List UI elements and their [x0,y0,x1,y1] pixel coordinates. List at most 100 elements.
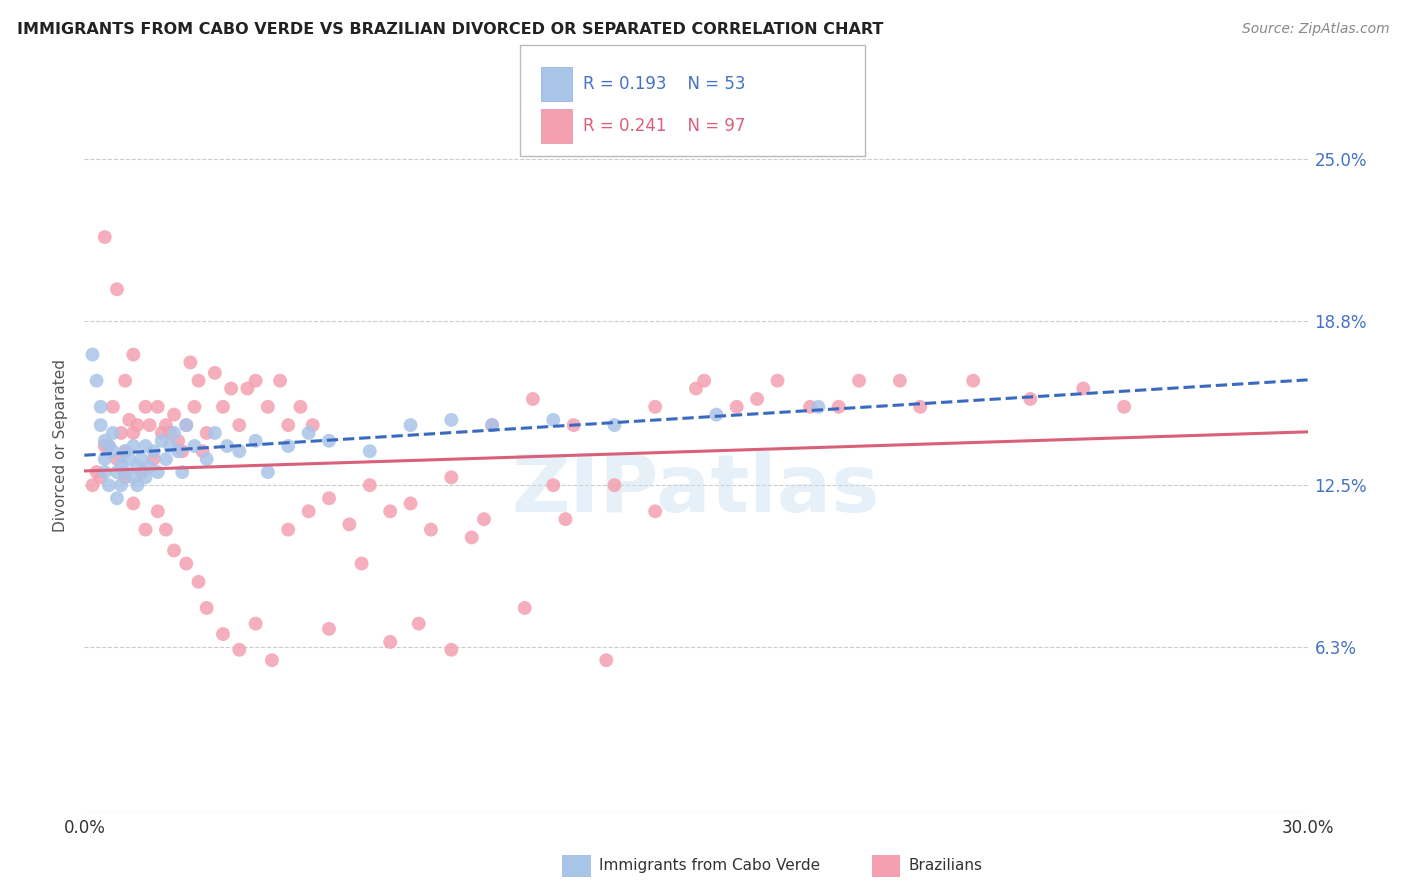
Point [260,653,283,667]
Point [195,452,218,467]
Point [105,491,128,506]
Point [257,400,280,414]
Point [163,543,186,558]
Point [86,465,108,479]
Point [257,465,280,479]
Point [399,496,422,510]
Point [399,418,422,433]
Point [118,413,141,427]
Point [146,465,169,479]
Point [114,470,136,484]
Point [163,425,186,440]
Point [359,478,381,492]
Point [245,374,267,388]
Point [747,392,769,406]
Point [179,355,201,369]
Point [127,459,149,474]
Point [138,459,160,474]
Point [159,439,181,453]
Point [127,418,149,433]
Point [440,470,463,484]
Point [603,478,626,492]
Point [350,557,373,571]
Point [212,627,235,641]
Point [93,434,115,448]
Point [167,434,190,448]
Point [105,282,128,296]
Point [219,382,242,396]
Point [172,444,194,458]
Point [212,400,235,414]
Point [114,444,136,458]
Point [122,439,145,453]
Point [93,230,115,244]
Point [82,478,104,492]
Point [187,374,209,388]
Point [910,400,932,414]
Point [191,444,214,458]
Point [644,504,666,518]
Point [110,425,132,440]
Point [828,400,851,414]
Text: Source: ZipAtlas.com: Source: ZipAtlas.com [1241,22,1389,37]
Text: IMMIGRANTS FROM CABO VERDE VS BRAZILIAN DIVORCED OR SEPARATED CORRELATION CHART: IMMIGRANTS FROM CABO VERDE VS BRAZILIAN … [17,22,883,37]
Point [277,418,299,433]
Point [163,408,186,422]
Point [522,392,544,406]
Point [277,439,299,453]
Point [204,366,226,380]
Point [318,622,340,636]
Point [228,418,250,433]
Point [562,418,585,433]
Point [1114,400,1136,414]
Point [167,444,190,458]
Point [685,382,707,396]
Point [245,434,267,448]
Point [90,418,112,433]
Point [90,400,112,414]
Point [114,444,136,458]
Point [318,491,340,506]
Point [93,465,115,479]
Point [146,504,169,518]
Point [298,504,321,518]
Point [110,478,132,492]
Point [195,425,218,440]
Point [131,452,153,467]
Point [150,425,173,440]
Text: R = 0.193    N = 53: R = 0.193 N = 53 [583,75,747,93]
Text: ZIPatlas: ZIPatlas [512,450,880,529]
Point [554,512,576,526]
Text: Brazilians: Brazilians [908,858,983,872]
Text: R = 0.241    N = 97: R = 0.241 N = 97 [583,117,745,135]
Point [82,348,104,362]
Point [114,374,136,388]
Point [138,418,160,433]
Point [693,374,716,388]
Point [766,374,789,388]
Point [183,400,205,414]
Point [118,452,141,467]
Point [122,496,145,510]
Point [187,574,209,589]
Point [174,418,197,433]
Point [543,413,565,427]
Point [142,444,165,458]
Point [93,439,115,453]
Point [155,418,177,433]
Point [135,400,157,414]
Point [174,557,197,571]
Point [122,425,145,440]
Point [135,523,157,537]
Point [97,439,120,453]
Point [889,374,911,388]
Point [807,400,830,414]
Point [195,601,218,615]
Point [301,418,323,433]
Point [245,616,267,631]
Point [90,470,112,484]
Point [105,465,128,479]
Point [114,465,136,479]
Point [481,418,503,433]
Point [105,452,128,467]
